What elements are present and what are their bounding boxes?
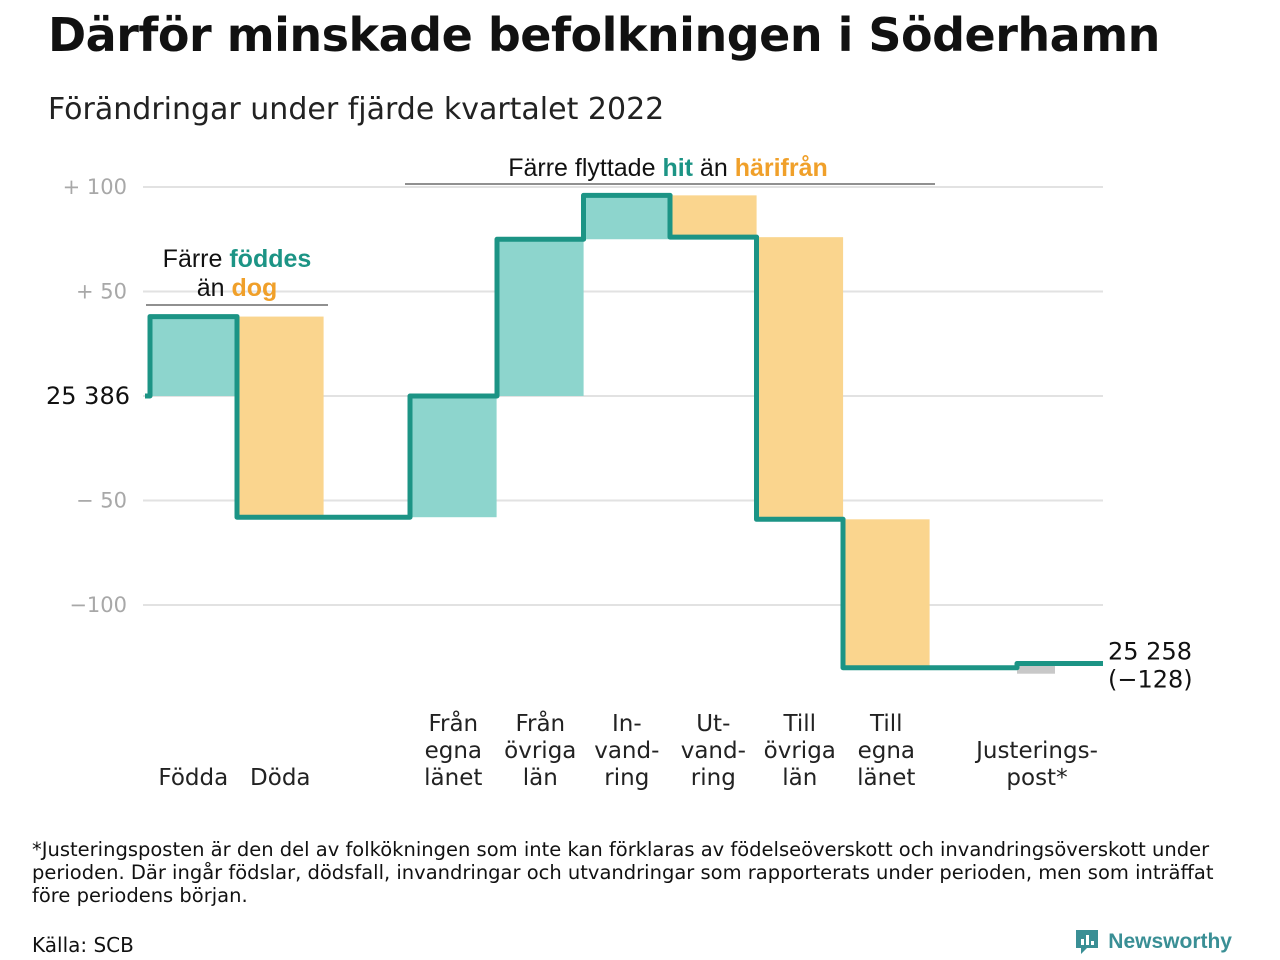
category-label-from-own-county: egna [425,738,482,764]
y-tick-label: + 100 [63,175,127,199]
category-label-to-own-county: Till [869,711,903,737]
brand-name: Newsworthy [1108,930,1232,953]
bar-emigration [670,195,757,238]
category-label-from-other-counties: län [523,765,558,791]
source-label: Källa: SCB [32,933,134,957]
bar-from-other-counties [497,239,584,396]
category-label-immigration: vand- [594,738,659,764]
newsworthy-logo-icon [1076,930,1099,954]
y-tick-label: − 50 [76,489,127,513]
migration-annotation: Färre flyttade hit än härifrån [508,154,828,182]
bar-from-own-county [410,396,497,518]
bar-adjustment [1017,665,1055,674]
category-label-from-own-county: länet [424,765,482,791]
category-label-adjustment: Justerings- [974,738,1098,764]
bar-immigration [583,195,671,240]
category-label-immigration: In- [612,711,642,737]
brand-logo: Newsworthy [1074,928,1232,956]
end-change-label: (−128) [1108,666,1193,694]
category-label-to-own-county: länet [857,765,915,791]
annotations: Färre föddes än dog Färre flyttade hit ä… [146,154,935,306]
births-deaths-annotation-line1: Färre föddes [163,245,312,273]
category-label-to-other-counties: övriga [764,738,836,764]
category-label-to-other-counties: län [782,765,817,791]
category-label-from-other-counties: Från [515,709,565,737]
footnote: *Justeringsposten är den del av folkökni… [32,838,1214,907]
chart-subtitle: Förändringar under fjärde kvartalet 2022 [48,92,665,127]
bar-to-own-county [843,519,930,668]
category-label-births: Födda [158,765,228,791]
cumulative-line [145,192,1103,671]
category-label-to-own-county: egna [858,738,915,764]
y-tick-label: −100 [69,593,127,617]
end-value-label: 25 258 [1108,638,1192,666]
start-value-label: 25 386 [46,382,130,410]
category-label-from-other-counties: övriga [504,738,576,764]
bar-deaths [237,316,324,518]
category-label-from-own-county: Från [428,709,478,737]
category-label-immigration: ring [604,765,649,791]
category-label-to-other-counties: Till [783,711,817,737]
y-tick-label: + 50 [76,280,127,304]
bar-births [150,316,237,396]
category-label-adjustment: post* [1006,765,1067,791]
category-label-emigration: Ut- [696,711,730,737]
births-deaths-annotation-line2: än dog [197,274,278,302]
bars [150,195,1055,674]
cumulative-path [145,192,1103,671]
bar-to-other-counties [756,237,844,520]
category-label-deaths: Döda [250,765,310,791]
category-label-emigration: ring [691,765,736,791]
chart-title: Därför minskade befolkningen i Söderhamn [48,8,1160,62]
category-label-emigration: vand- [681,738,746,764]
